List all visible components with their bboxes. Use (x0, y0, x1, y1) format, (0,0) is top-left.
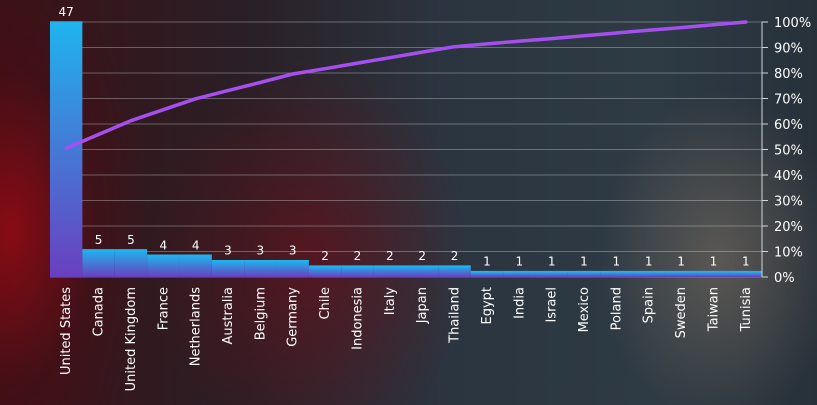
bar-value-label: 1 (677, 255, 685, 269)
bar-value-label: 2 (386, 249, 394, 263)
category-label: Japan (415, 287, 430, 324)
category-label: Chile (318, 287, 333, 320)
bar (729, 271, 762, 277)
bar-value-label: 1 (580, 255, 588, 269)
labels: 0% 10% 20% 30% 40% 50% 60% 70% 80% 90% 100% 47 Unite… (59, 5, 812, 391)
bar-value-label: 2 (418, 249, 426, 263)
category-label: Belgium (253, 287, 268, 340)
y2-tick-label: 70% (774, 93, 803, 108)
bar (82, 249, 115, 277)
category-label: Mexico (577, 287, 592, 332)
bar-value-label: 2 (354, 249, 362, 263)
bar (535, 271, 568, 277)
bar-value-label: 2 (451, 249, 459, 263)
category-label: Spain (642, 287, 657, 323)
y2-tick-label: 80% (774, 67, 803, 82)
bar-value-label: 4 (192, 238, 200, 252)
y2-tick-label: 20% (774, 220, 803, 235)
bar (406, 266, 439, 277)
category-label: Thailand (448, 287, 463, 344)
bar (697, 271, 730, 277)
bar-value-label: 1 (548, 255, 556, 269)
bar (664, 271, 698, 277)
bar-value-label: 5 (127, 233, 135, 247)
bar-value-label: 1 (483, 255, 491, 269)
bar-value-label: 1 (613, 255, 621, 269)
y2-tick-label: 30% (774, 195, 803, 210)
y2-tick-label: 50% (774, 144, 803, 159)
category-label: Netherlands (189, 287, 204, 366)
category-label: Canada (92, 287, 107, 336)
bar (114, 249, 148, 277)
bar-value-label: 1 (515, 255, 523, 269)
y2-tick-label: 60% (774, 118, 803, 133)
bar-value-label: 1 (710, 255, 718, 269)
bar (632, 271, 665, 277)
category-label: Taiwan (706, 287, 721, 332)
bar-value-label: 3 (224, 244, 232, 258)
category-label: Poland (609, 287, 624, 330)
bar-value-label: 5 (95, 233, 103, 247)
bar (373, 266, 406, 277)
bar-value-label: 47 (59, 5, 74, 19)
bar (438, 266, 471, 277)
bar (600, 271, 633, 277)
bar-value-label: 2 (321, 249, 329, 263)
bar (147, 255, 180, 277)
category-label: France (156, 287, 171, 330)
category-label: Sweden (674, 287, 689, 338)
bar (276, 260, 309, 277)
category-label: United States (59, 287, 74, 375)
category-label: Australia (221, 287, 236, 345)
bar (503, 271, 536, 277)
category-label: India (512, 287, 527, 319)
axes (761, 21, 768, 278)
category-label: Germany (286, 287, 301, 347)
cumulative-percent-line (64, 20, 748, 150)
bar (211, 260, 245, 277)
bar (308, 266, 342, 277)
category-label: Indonesia (350, 287, 365, 350)
y2-tick-label: 10% (774, 246, 803, 261)
y2-tick-label: 0% (774, 271, 795, 286)
bar (470, 271, 504, 277)
category-label: United Kingdom (124, 287, 139, 391)
bar-value-label: 3 (289, 244, 297, 258)
category-label: Israel (545, 287, 560, 323)
bar (179, 255, 212, 277)
y2-tick-label: 40% (774, 169, 803, 184)
category-label: Italy (383, 287, 398, 316)
bar (341, 266, 374, 277)
category-label: Tunisia (739, 287, 754, 332)
cumulative-line (64, 20, 748, 150)
y2-tick-label: 90% (774, 42, 803, 57)
bar-value-label: 1 (645, 255, 653, 269)
bar (244, 260, 277, 277)
bar (567, 271, 601, 277)
bar-value-label: 3 (257, 244, 265, 258)
y2-tick-label: 100% (774, 16, 811, 31)
bar-value-label: 1 (742, 255, 750, 269)
category-label: Egypt (480, 287, 495, 325)
bar-value-label: 4 (159, 238, 167, 252)
gridlines (50, 21, 762, 278)
